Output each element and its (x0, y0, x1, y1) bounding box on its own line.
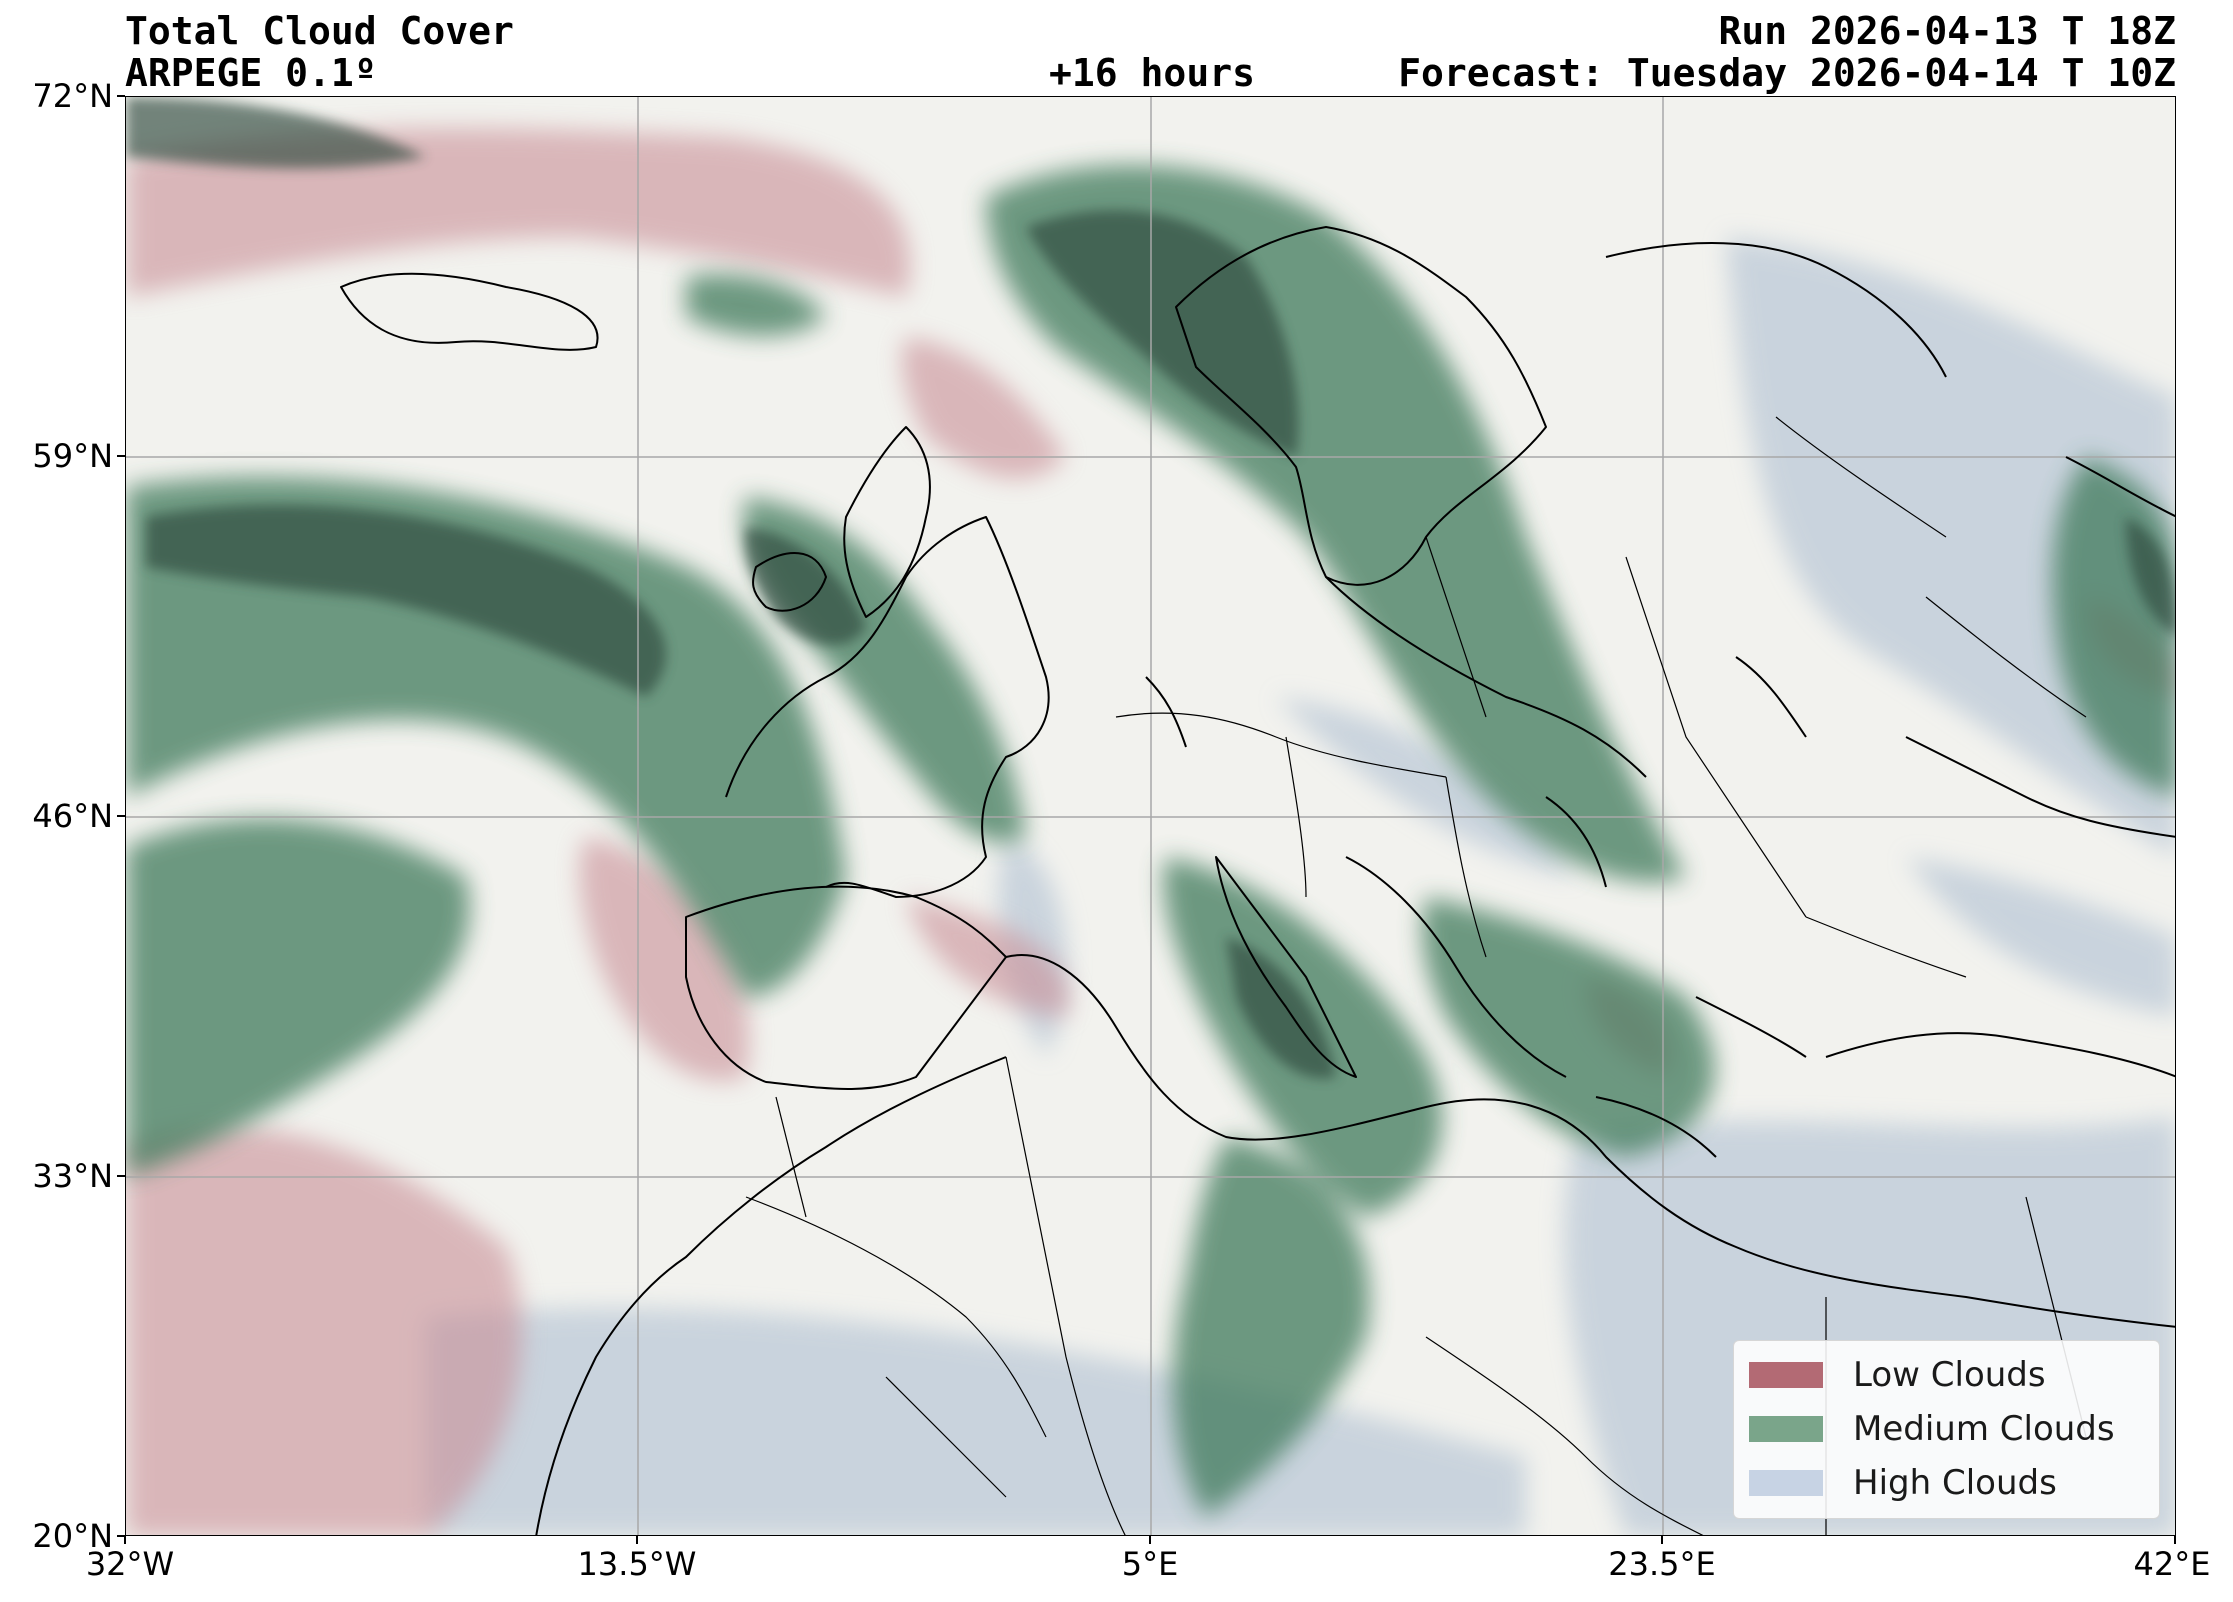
lat-tick-label: 33°N (32, 1157, 113, 1195)
lat-tick-label: 46°N (32, 797, 113, 835)
legend-swatch-medium (1749, 1416, 1823, 1442)
lon-tick-mark (1661, 1536, 1663, 1544)
run-label: Run 2026-04-13 T 18Z (1718, 9, 2176, 53)
legend-label-high: High Clouds (1853, 1463, 2057, 1503)
lat-tick-mark (117, 95, 125, 97)
low-cloud-layer (126, 128, 2175, 1535)
lon-tick-label: 32°W (85, 1545, 175, 1583)
lat-tick-mark (117, 815, 125, 817)
lat-tick-label: 72°N (32, 77, 113, 115)
chart-title: Total Cloud Cover (125, 9, 514, 53)
lon-tick-mark (124, 1536, 126, 1544)
lon-tick-label: 5°E (1121, 1545, 1179, 1583)
legend: Low Clouds Medium Clouds High Clouds (1733, 1340, 2160, 1519)
legend-item-low: Low Clouds (1749, 1355, 2046, 1395)
lat-tick-label: 59°N (32, 437, 113, 475)
lon-tick-mark (636, 1536, 638, 1544)
lon-tick-mark (2174, 1536, 2176, 1544)
legend-swatch-low (1749, 1362, 1823, 1388)
lon-tick-label: 23.5°E (1608, 1545, 1716, 1583)
lon-tick-label: 13.5°W (577, 1545, 697, 1583)
model-label: ARPEGE 0.1º (125, 51, 377, 95)
lon-tick-mark (1149, 1536, 1151, 1544)
lat-tick-mark (117, 455, 125, 457)
lon-tick-label: 42°E (2133, 1545, 2211, 1583)
lat-tick-label: 20°N (32, 1517, 113, 1555)
legend-swatch-high (1749, 1470, 1823, 1496)
lead-time-label: +16 hours (1049, 51, 1255, 95)
legend-label-low: Low Clouds (1853, 1355, 2046, 1395)
cloud-cover-map[interactable] (125, 96, 2176, 1536)
coastlines (340, 226, 2175, 1535)
country-borders (745, 416, 2087, 1535)
forecast-label: Forecast: Tuesday 2026-04-14 T 10Z (1398, 51, 2176, 95)
lat-tick-mark (117, 1535, 125, 1537)
graticule (126, 97, 2175, 1535)
legend-item-medium: Medium Clouds (1749, 1409, 2115, 1449)
lat-tick-mark (117, 1175, 125, 1177)
legend-label-medium: Medium Clouds (1853, 1409, 2115, 1449)
legend-item-high: High Clouds (1749, 1463, 2057, 1503)
